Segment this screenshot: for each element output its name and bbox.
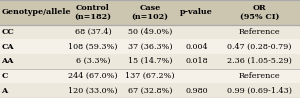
Bar xyxy=(0,0,300,24)
Text: C: C xyxy=(2,72,8,80)
Bar xyxy=(0,39,300,54)
Text: 0.004: 0.004 xyxy=(185,43,208,51)
Text: 0.018: 0.018 xyxy=(185,57,208,65)
Text: 67 (32.8%): 67 (32.8%) xyxy=(128,87,172,95)
Bar xyxy=(0,83,300,98)
Bar xyxy=(0,69,300,83)
Text: 0.47 (0.28-0.79): 0.47 (0.28-0.79) xyxy=(227,43,292,51)
Text: 15 (14.7%): 15 (14.7%) xyxy=(128,57,172,65)
Text: 137 (67.2%): 137 (67.2%) xyxy=(125,72,175,80)
Text: 68 (37.4): 68 (37.4) xyxy=(75,28,111,36)
Text: Case
(n=102): Case (n=102) xyxy=(131,4,169,21)
Text: 0.99 (0.69-1.43): 0.99 (0.69-1.43) xyxy=(227,87,292,95)
Text: Genotype/allele: Genotype/allele xyxy=(2,8,71,16)
Text: 244 (67.0%): 244 (67.0%) xyxy=(68,72,118,80)
Text: Reference: Reference xyxy=(239,28,280,36)
Text: 120 (33.0%): 120 (33.0%) xyxy=(68,87,118,95)
Text: AA: AA xyxy=(2,57,14,65)
Text: Reference: Reference xyxy=(239,72,280,80)
Bar xyxy=(0,54,300,69)
Text: 0.980: 0.980 xyxy=(185,87,208,95)
Text: 50 (49.0%): 50 (49.0%) xyxy=(128,28,172,36)
Text: 6 (3.3%): 6 (3.3%) xyxy=(76,57,110,65)
Text: 37 (36.3%): 37 (36.3%) xyxy=(128,43,172,51)
Text: CC: CC xyxy=(2,28,14,36)
Text: 2.36 (1.05-5.29): 2.36 (1.05-5.29) xyxy=(227,57,292,65)
Text: CA: CA xyxy=(2,43,14,51)
Text: p-value: p-value xyxy=(180,8,213,16)
Bar xyxy=(0,24,300,39)
Text: A: A xyxy=(2,87,8,95)
Text: Control
(n=182): Control (n=182) xyxy=(74,4,112,21)
Text: 108 (59.3%): 108 (59.3%) xyxy=(68,43,118,51)
Text: OR
(95% CI): OR (95% CI) xyxy=(240,4,279,21)
